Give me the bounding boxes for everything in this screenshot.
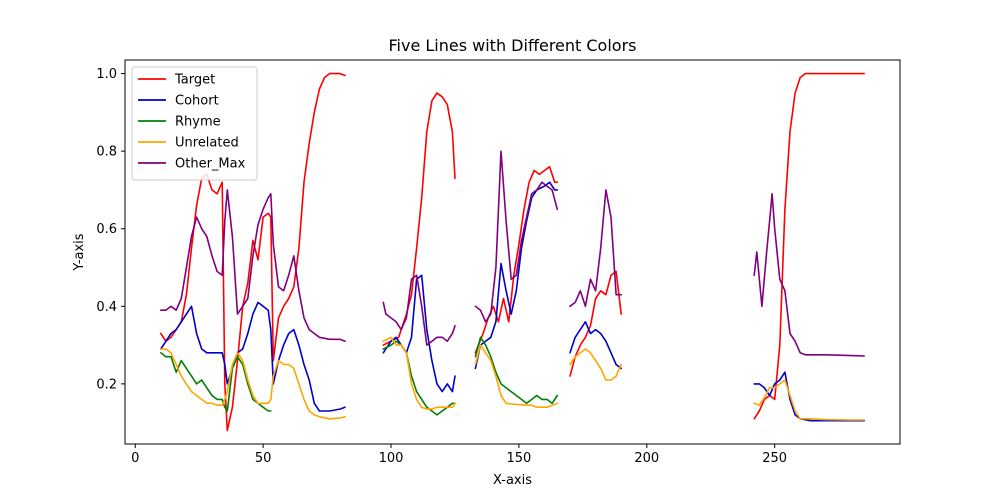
series-layer [160,72,866,432]
series-line-other-max [160,189,346,343]
x-tick-label: 100 [379,451,404,466]
axes-frame [124,59,901,445]
x-axis-label: X-axis [493,473,532,488]
x-tick-label: 250 [762,451,787,466]
y-tick-label: 0.8 [96,145,117,160]
y-tick-label: 0.2 [96,377,117,392]
series-cohort [160,181,866,422]
series-line-unrelated [569,348,623,381]
series-line-other-max [382,274,456,346]
chart-title: Five Lines with Different Colors [389,36,637,55]
legend-label-cohort: Cohort [175,94,219,109]
series-rhyme [160,336,559,416]
legend-label-target: Target [174,73,215,88]
y-axis-label: Y-axis [72,233,87,271]
legend-label-rhyme: Rhyme [175,115,221,130]
y-tick-label: 1.0 [96,67,117,82]
legend-box [131,66,258,181]
series-line-target [569,270,623,377]
series-line-target [382,92,456,346]
series-line-other-max [753,193,866,357]
x-tick-label: 200 [634,451,659,466]
x-tick-label: 50 [255,451,272,466]
y-tick-label: 0.6 [96,222,117,237]
series-other-max [160,150,866,357]
series-line-unrelated [753,379,866,421]
series-line-other-max [569,189,623,308]
series-line-unrelated [474,344,559,409]
series-line-target [474,165,559,354]
y-axis-ticks: 0.2 0.4 0.6 0.8 1.0 [96,67,125,392]
series-line-cohort [382,274,456,393]
series-line-rhyme [474,336,559,405]
legend-label-other-max: Other_Max [175,157,246,172]
x-tick-label: 0 [131,451,139,466]
series-line-cohort [569,320,623,370]
legend-label-unrelated: Unrelated [175,136,239,151]
series-target [160,72,866,432]
series-line-cohort [160,301,346,412]
series-line-unrelated [160,348,346,420]
series-line-target [160,72,346,432]
series-unrelated [160,336,866,421]
series-line-other-max [474,150,559,323]
x-tick-label: 150 [506,451,531,466]
series-line-rhyme [382,340,456,416]
y-tick-label: 0.4 [96,300,117,315]
series-line-rhyme [160,351,272,412]
x-axis-ticks: 0 50 100 150 200 250 [131,444,787,466]
series-line-unrelated [382,336,456,410]
series-line-target [753,72,866,420]
legend: Target Cohort Rhyme Unrelated Other_Max [131,66,258,181]
